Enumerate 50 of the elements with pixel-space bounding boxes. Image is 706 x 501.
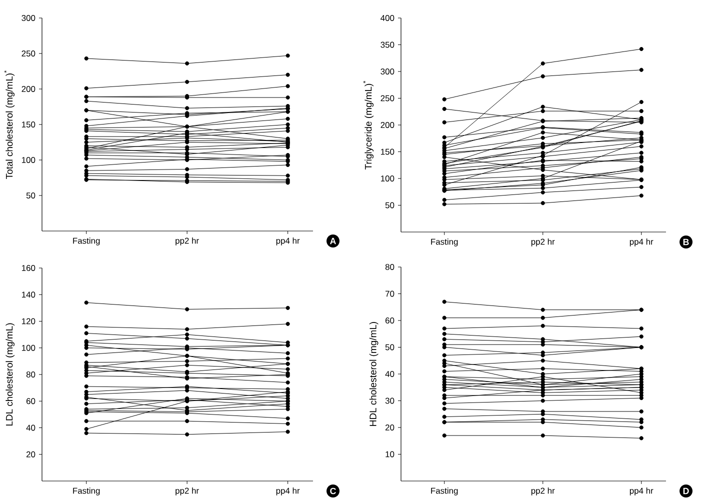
x-tick-label: pp2 hr bbox=[531, 488, 555, 496]
x-tick-label: pp2 hr bbox=[531, 238, 555, 246]
y-tick-label: 70 bbox=[386, 290, 394, 297]
x-tick-label: Fasting bbox=[73, 488, 100, 496]
y-tick-label: 150 bbox=[22, 122, 36, 128]
y-tick-label: 60 bbox=[386, 318, 394, 324]
y-tick-label: 50 bbox=[385, 344, 394, 350]
y-tick-label: 250 bbox=[22, 50, 36, 56]
text: D bbox=[683, 488, 689, 494]
y-tick-label: 140 bbox=[22, 292, 36, 298]
x-tick-label: pp2 hr bbox=[176, 238, 199, 246]
y-tick-label: 20 bbox=[26, 451, 36, 458]
y-axis-title: Total cholesterol (mg/mL)$^{*}$ bbox=[4, 70, 15, 179]
x-tick-label: pp4 hr bbox=[276, 488, 300, 496]
x-tick-label: pp4 hr bbox=[630, 488, 654, 496]
text: C bbox=[330, 488, 336, 494]
x-tick-label: Fasting bbox=[431, 238, 458, 246]
y-tick-label: 160 bbox=[22, 265, 36, 271]
y-tick-label: 80 bbox=[385, 264, 394, 270]
y-tick-label: 400 bbox=[380, 15, 394, 21]
text: B bbox=[683, 238, 689, 246]
x-tick-label: pp4 hr bbox=[276, 238, 300, 246]
y-tick-label: 50 bbox=[385, 202, 394, 208]
y-tick-label: 30 bbox=[385, 398, 394, 404]
y-axis-title: LDL cholesterol (mg/mL) bbox=[6, 323, 15, 426]
y-tick-label: 120 bbox=[22, 318, 36, 324]
y-tick-label: 250 bbox=[380, 95, 394, 102]
y-tick-label: 150 bbox=[380, 148, 394, 155]
x-tick-label: Fasting bbox=[431, 488, 458, 496]
y-tick-label: 100 bbox=[380, 176, 394, 182]
y-tick-label: 20 bbox=[385, 424, 394, 430]
y-tick-label: 50 bbox=[26, 192, 36, 198]
y-tick-label: 200 bbox=[22, 86, 36, 92]
y-tick-label: 300 bbox=[22, 15, 36, 21]
y-tick-label: 40 bbox=[26, 424, 36, 431]
y-axis-title: Triglyceride (mg/mL)$^{*}$ bbox=[363, 80, 374, 170]
x-tick-label: pp4 hr bbox=[630, 238, 654, 246]
y-tick-label: 100 bbox=[22, 157, 36, 163]
y-tick-label: 80 bbox=[26, 372, 36, 378]
y-axis-title: HDL cholesterol (mg/mL) bbox=[369, 322, 378, 426]
y-tick-label: 40 bbox=[385, 371, 394, 377]
y-tick-label: 10 bbox=[386, 451, 394, 458]
y-tick-label: 100 bbox=[22, 344, 36, 351]
x-tick-label: Fasting bbox=[73, 238, 100, 246]
text: A bbox=[330, 238, 336, 244]
x-tick-label: pp2 hr bbox=[176, 488, 199, 496]
y-tick-label: 350 bbox=[380, 42, 394, 48]
y-tick-label: 60 bbox=[26, 398, 36, 404]
y-tick-label: 200 bbox=[380, 122, 394, 128]
y-tick-label: 300 bbox=[380, 68, 394, 74]
